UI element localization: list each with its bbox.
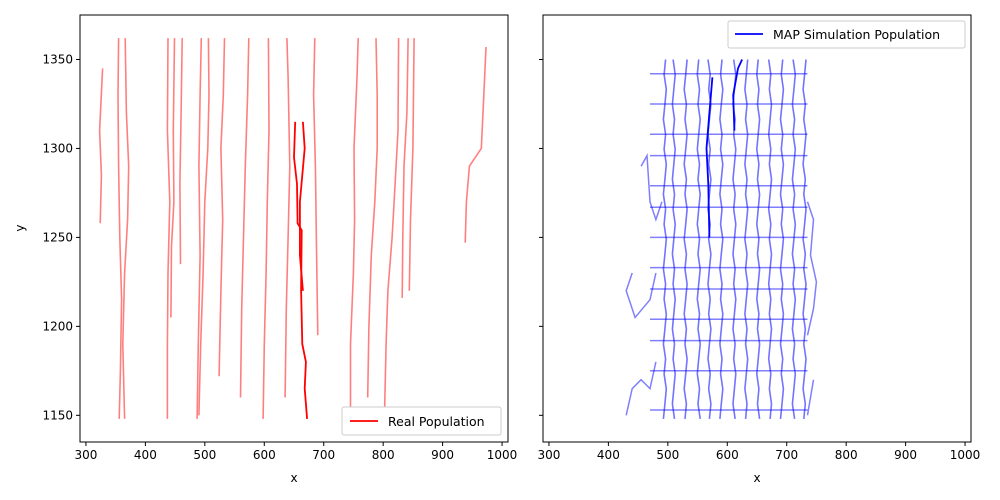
trajectory-line [366,38,378,398]
trajectory-line [401,38,409,298]
highlighted-trajectory-line [299,121,306,291]
y-tick-label: 1350 [42,52,73,66]
right-x-axis-label: x [753,471,760,485]
outer-trajectory-line [625,361,657,416]
x-tick-label: 700 [775,448,798,462]
simulation-column-trajectory [696,59,702,420]
x-tick-label: 300 [74,448,97,462]
left-legend: Real Population [341,406,502,436]
trajectory-line [170,38,176,318]
simulation-column-trajectory [744,59,749,419]
x-tick-label: 400 [134,448,157,462]
x-tick-label: 900 [431,448,454,462]
x-tick-label: 900 [894,448,917,462]
left-plot-frame [79,14,509,443]
trajectory-line [117,38,123,419]
right-panel: 300 400 500 600 700 800 900 1000 x MAP Simulati… [537,14,980,485]
trajectory-line [179,38,183,265]
outer-trajectory-line [806,201,818,336]
trajectory-line [121,38,130,419]
left-x-axis-label: x [290,471,297,485]
trajectory-line [408,38,415,291]
left-series-group [98,38,487,419]
simulation-column-trajectory [802,59,807,419]
x-tick-label: 700 [312,448,335,462]
outer-trajectory-line [640,153,663,222]
x-tick-label: 400 [597,448,620,462]
right-legend: MAP Simulation Population [727,20,966,49]
simulation-column-trajectory [719,59,724,419]
x-tick-label: 1000 [950,448,981,462]
x-tick-label: 300 [537,448,560,462]
trajectory-line [198,38,210,416]
outer-trajectory-line [806,379,815,416]
trajectory-line [239,38,250,398]
trajectory-line [196,38,203,419]
left-y-ticks: 1150 1200 1250 1300 1350 [42,52,80,422]
simulation-column-trajectory [662,59,668,419]
left-legend-label: Real Population [388,414,485,429]
highlighted-trajectory-line [293,121,308,419]
left-y-axis-label: y [13,224,27,231]
right-plot-frame [542,14,972,443]
outer-trajectory-line [625,272,657,320]
right-legend-box [727,20,966,49]
x-tick-label: 500 [193,448,216,462]
right-legend-label: MAP Simulation Population [773,27,940,42]
simulation-column-trajectory [732,59,737,420]
trajectory-line [349,38,359,419]
trajectory-line [464,46,487,243]
simulation-column-trajectory [779,59,785,419]
y-tick-label: 1300 [42,141,73,155]
simulation-column-trajectory [767,59,773,419]
x-tick-label: 600 [716,448,739,462]
y-tick-label: 1200 [42,319,73,333]
y-tick-label: 1150 [42,408,73,422]
left-panel: 300 400 500 600 700 800 900 1000 1150 1200 1250 13… [13,14,517,485]
trajectory-line [98,68,104,224]
highlighted-trajectory-line [732,59,743,131]
trajectory-line [218,38,226,377]
left-x-ticks: 300 400 500 600 700 800 900 1000 [74,442,517,462]
right-series-group [625,59,818,420]
left-legend-box [341,406,502,436]
right-x-ticks: 300 400 500 600 700 800 900 1000 [537,442,980,462]
x-tick-label: 500 [656,448,679,462]
trajectory-line [284,38,291,398]
x-tick-label: 1000 [487,448,518,462]
simulation-column-trajectory [791,59,797,420]
trajectory-line [383,38,400,419]
x-tick-label: 600 [253,448,276,462]
x-tick-label: 800 [835,448,858,462]
x-tick-label: 800 [372,448,395,462]
trajectory-line [262,38,270,419]
simulation-column-trajectory [755,59,761,420]
simulation-column-trajectory [671,59,677,420]
simulation-column-trajectory [683,59,688,419]
y-tick-label: 1250 [42,230,73,244]
trajectory-line [166,38,171,419]
right-y-ticks [539,58,543,416]
trajectory-line [312,38,319,336]
highlighted-trajectory-line [705,77,714,238]
